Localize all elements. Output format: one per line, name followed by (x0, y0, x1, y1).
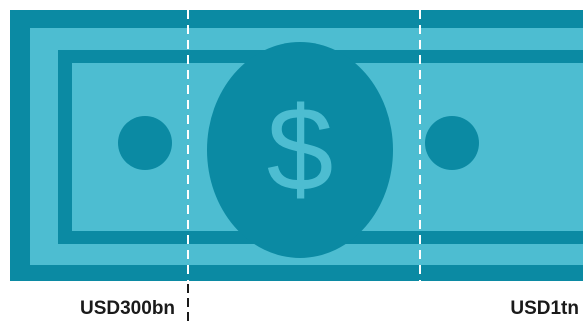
marker-label-left: USD300bn (80, 298, 176, 319)
marker-label-right: USD1tn (510, 298, 579, 319)
dollar-sign-icon: $ (267, 82, 334, 216)
bill-medallion (207, 42, 393, 258)
bill-right-dot (425, 116, 479, 170)
bill-left-dot (118, 116, 172, 170)
